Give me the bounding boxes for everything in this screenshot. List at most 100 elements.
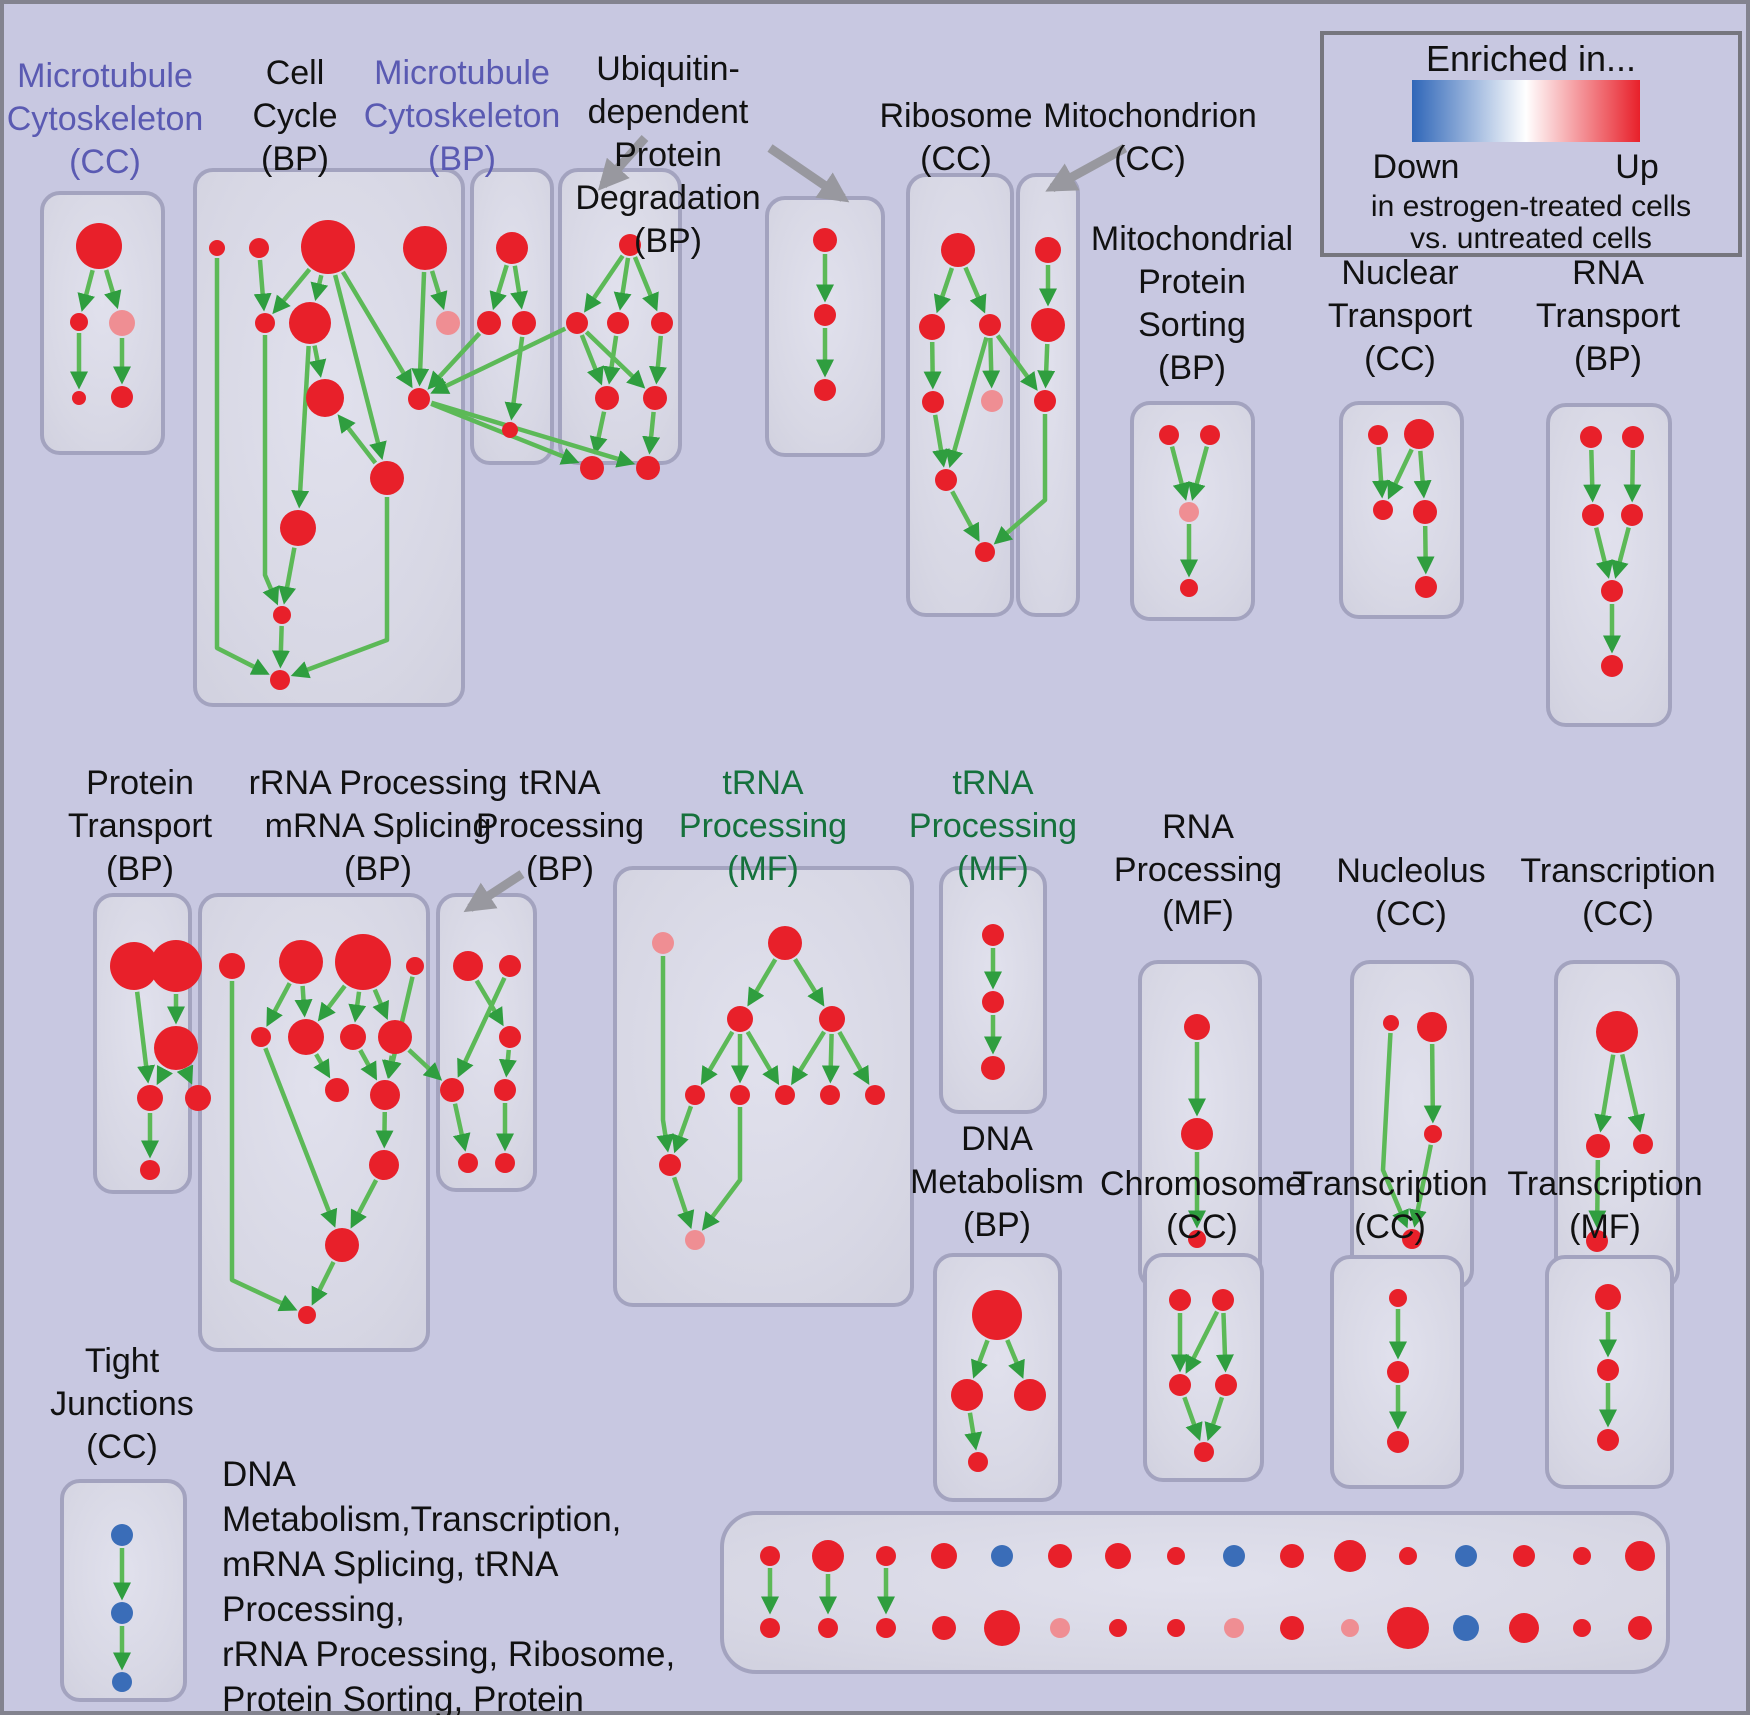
edge-rrna-A-N — [229, 981, 298, 1312]
label-nuclear-transport: Nuclear Transport (CC) — [1327, 254, 1473, 378]
node-nuc_tr-N5 — [1415, 576, 1437, 598]
edge-chrom-T2-M1 — [1185, 1310, 1220, 1374]
node-nucl-M — [1424, 1125, 1442, 1143]
edge-rrna-E-M — [263, 1047, 338, 1228]
node-tmf3-T — [1595, 1284, 1621, 1310]
node-ub1-T — [619, 234, 641, 256]
edge-cc-n3-n10 — [332, 274, 387, 461]
edge-ub1-M1-L1 — [579, 334, 604, 386]
node-pt-A — [110, 942, 158, 990]
label-trna-processing-mf-1: tRNA Processing (MF) — [678, 764, 848, 888]
node-strip-top-6 — [1048, 1544, 1072, 1568]
edge-rrna-B-E — [266, 982, 292, 1027]
node-cc-n7 — [436, 311, 460, 335]
edge-ub1-M3-L2 — [648, 335, 667, 385]
node-nuc_tr-N1 — [1368, 425, 1388, 445]
edge-pt-C-E — [176, 1064, 194, 1085]
edge-cc-n10-n13 — [290, 497, 390, 679]
node-ub1-B2 — [636, 456, 660, 480]
edge-cross-mito.M3-rib.R7 — [993, 414, 1048, 545]
edge-rrna-F-I — [313, 1053, 331, 1079]
label-microtubule-cytoskeleton-bp: Microtubule Cytoskeleton (BP) — [363, 54, 561, 178]
edge-ub1-T-M3 — [632, 256, 659, 312]
label-microtubule-cytoskeleton-cc: Microtubule Cytoskeleton (CC) — [6, 57, 204, 181]
group-box-rrna — [198, 893, 430, 1352]
edge-mito-M2-M3 — [1037, 343, 1056, 389]
edge-tmf1-T-ML — [747, 958, 778, 1007]
edge-rib-R1-R3 — [963, 266, 987, 314]
edge-dnam-X-ML — [971, 1339, 990, 1379]
annotation-arrow-4 — [463, 870, 525, 913]
legend-gradient-bar — [1412, 80, 1640, 142]
node-tbp-T2 — [499, 955, 521, 977]
node-cc-n10 — [370, 461, 404, 495]
node-tc3-T — [1389, 1289, 1407, 1307]
group-box-rib — [906, 173, 1014, 617]
node-strip-top-16 — [1625, 1541, 1655, 1571]
edge-tbp-L1-B1 — [452, 1103, 471, 1152]
node-nucl-S — [1383, 1015, 1399, 1031]
edge-cc-n4-n7 — [429, 270, 448, 311]
edge-tmf1-T-MR — [793, 957, 825, 1007]
legend-subtitle-line2: vs. untreated cells — [1410, 222, 1652, 255]
label-cell-cycle: Cell Cycle (BP) — [252, 54, 338, 178]
node-sort-S3 — [1179, 502, 1199, 522]
edge-rib-R2-R4 — [923, 341, 942, 390]
edge-tmf1-C-D — [671, 1176, 695, 1230]
edge-cc-n3-n9 — [340, 270, 413, 389]
legend-subtitle-line1: in estrogen-treated cells — [1370, 190, 1692, 223]
node-ub1-L1 — [595, 386, 619, 410]
node-rrna-A — [219, 953, 245, 979]
edge-rrna-B-F — [294, 985, 313, 1018]
node-strip-bottom-10 — [1280, 1616, 1304, 1640]
node-ub1-M1 — [566, 312, 588, 334]
node-rna_tr-T2 — [1622, 426, 1644, 448]
edge-cc-n3-n5 — [272, 267, 312, 315]
edge-tbp-T1-Ma — [474, 979, 504, 1027]
node-mt_bp-T — [496, 232, 528, 264]
node-tj-T — [111, 1524, 133, 1546]
group-box-nuc_tr — [1339, 401, 1464, 619]
node-strip-top-12 — [1399, 1547, 1417, 1565]
annotation-arrow-2 — [767, 144, 850, 203]
node-pt-D — [137, 1085, 163, 1111]
label-transcription-cc-bottom: Transcription (CC) — [1292, 1165, 1488, 1246]
node-mt_cc-E — [111, 386, 133, 408]
node-tj-M — [111, 1602, 133, 1624]
node-rna_tr-C — [1601, 580, 1623, 602]
node-tmf1-C — [659, 1154, 681, 1176]
node-tc2-T — [1596, 1011, 1638, 1053]
edge-tc2-T-MR — [1620, 1053, 1646, 1133]
edge-sort-S2-S3 — [1188, 445, 1210, 501]
label-trna-processing-bp: tRNA Processing (BP) — [475, 764, 645, 888]
edge-tmf1-MR-B5 — [837, 1030, 870, 1085]
label-tight-junctions: Tight Junctions (CC) — [50, 1342, 194, 1466]
edge-pt-A-D — [134, 991, 156, 1084]
label-rna-processing-mf: RNA Processing (MF) — [1113, 808, 1283, 932]
edge-cc-n3-n6 — [310, 274, 329, 302]
label-transcription-cc-row2: Transcription (CC) — [1520, 852, 1716, 933]
edge-cc-n6-n11 — [291, 345, 311, 509]
node-tmf1-T — [768, 926, 802, 960]
edge-cross-ub1.M1-cc.n9 — [430, 326, 567, 394]
node-rrna-G — [340, 1024, 366, 1050]
node-tc3-M — [1387, 1361, 1409, 1383]
node-nucl-T — [1417, 1012, 1447, 1042]
node-rrna-E — [251, 1027, 271, 1047]
node-chrom-B — [1194, 1442, 1214, 1462]
node-pt-B — [150, 940, 202, 992]
node-strip-top-3 — [876, 1546, 896, 1566]
node-tbp-L1 — [440, 1078, 464, 1102]
node-rrna-J — [370, 1080, 400, 1110]
edge-chrom-M1-B — [1182, 1396, 1203, 1442]
legend-down-label: Down — [1372, 148, 1460, 186]
edge-mt_cc-A-B — [77, 269, 95, 312]
edge-rrna-G-J — [358, 1049, 378, 1081]
node-tmf1-MR — [819, 1006, 845, 1032]
node-ub2-B — [814, 379, 836, 401]
edge-nucl-S-B — [1380, 1032, 1409, 1229]
node-rna_tr-M2 — [1621, 504, 1643, 526]
node-strip-bottom-8 — [1167, 1619, 1185, 1637]
node-pt-E — [185, 1085, 211, 1111]
